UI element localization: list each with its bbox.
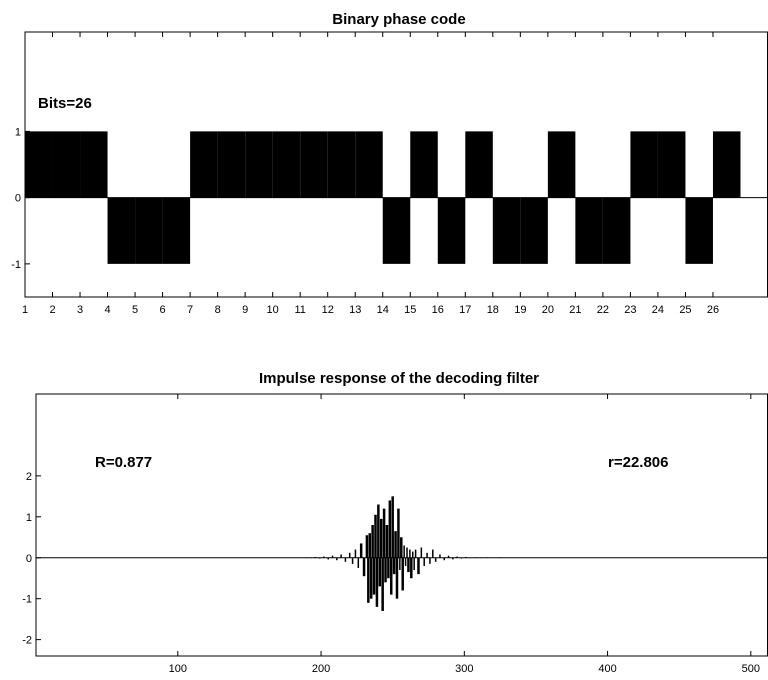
x-tick-label: 10 <box>267 304 279 316</box>
bit-bar <box>630 131 658 197</box>
bit-bar <box>53 131 81 197</box>
y-tick-label: -1 <box>22 594 32 606</box>
x-tick-label: 21 <box>569 304 581 316</box>
x-tick-label: 16 <box>432 304 444 316</box>
x-tick-label: 4 <box>104 304 110 316</box>
x-tick-label: 12 <box>322 304 334 316</box>
x-tick-label: 18 <box>487 304 499 316</box>
bit-bar <box>410 131 438 197</box>
x-tick-label: 15 <box>404 304 416 316</box>
bit-bar <box>135 198 163 264</box>
bit-bar <box>603 198 631 264</box>
bit-bar <box>548 131 576 197</box>
bit-bar <box>80 131 108 197</box>
bit-bar <box>438 198 466 264</box>
bit-bar <box>383 198 411 264</box>
x-tick-label: 300 <box>455 663 473 675</box>
bit-bar <box>163 198 191 264</box>
x-axis-ticks: 100 200 300 400 500 <box>169 394 760 675</box>
y-tick-label: 1 <box>15 126 21 138</box>
bit-bar <box>520 198 548 264</box>
x-tick-label: 14 <box>377 304 389 316</box>
y-tick-label: 2 <box>26 471 32 483</box>
x-tick-label: 400 <box>598 663 616 675</box>
bit-bar <box>465 131 493 197</box>
y-tick-label: 1 <box>26 512 32 524</box>
x-tick-label: 8 <box>215 304 221 316</box>
x-tick-label: 5 <box>132 304 138 316</box>
x-tick-label: 20 <box>542 304 554 316</box>
x-tick-label: 200 <box>312 663 330 675</box>
bit-bar <box>190 131 218 197</box>
x-tick-label: 26 <box>707 304 719 316</box>
x-tick-label: 1 <box>22 304 28 316</box>
binary-phase-code-chart: Binary phase code 1 2 3 4 5 6 7 8 9 10 11 12 13 14 15 1… <box>11 11 768 316</box>
y-tick-label: -1 <box>11 259 21 271</box>
impulse-response-series <box>307 496 508 611</box>
bit-bar <box>685 198 713 264</box>
bit-bar <box>328 131 356 197</box>
y-axis-ticks: -2 -1 0 1 2 <box>22 471 41 647</box>
x-tick-label: 24 <box>652 304 664 316</box>
x-tick-label: 25 <box>679 304 691 316</box>
x-tick-label: 2 <box>49 304 55 316</box>
x-tick-label: 100 <box>169 663 187 675</box>
x-tick-label: 22 <box>597 304 609 316</box>
plot-frame <box>36 394 768 656</box>
y-tick-label: 0 <box>26 553 32 565</box>
x-tick-label: 9 <box>242 304 248 316</box>
bit-bar <box>713 131 741 197</box>
chart-title: Binary phase code <box>332 11 465 28</box>
r-annotation: r=22.806 <box>608 454 668 471</box>
x-tick-label: 13 <box>349 304 361 316</box>
ratio-annotation: R=0.877 <box>95 454 152 471</box>
x-tick-label: 500 <box>742 663 760 675</box>
bit-bar <box>25 131 53 197</box>
bits-annotation: Bits=26 <box>38 95 92 112</box>
y-tick-label: 0 <box>15 193 21 205</box>
x-tick-label: 23 <box>624 304 636 316</box>
bit-bar <box>355 131 383 197</box>
chart-title: Impulse response of the decoding filter <box>259 370 539 387</box>
bit-bar <box>245 131 273 197</box>
impulse-response-chart: Impulse response of the decoding filter … <box>22 370 768 675</box>
bit-bar <box>108 198 136 264</box>
bit-bar <box>300 131 328 197</box>
x-tick-label: 19 <box>514 304 526 316</box>
x-tick-label: 3 <box>77 304 83 316</box>
bit-bar <box>273 131 301 197</box>
bit-bar <box>218 131 246 197</box>
bit-bar <box>575 198 603 264</box>
bit-bar <box>493 198 521 264</box>
x-tick-label: 17 <box>459 304 471 316</box>
x-tick-label: 7 <box>187 304 193 316</box>
x-tick-label: 11 <box>294 304 305 316</box>
x-tick-label: 6 <box>160 304 166 316</box>
bit-bar <box>658 131 686 197</box>
y-tick-label: -2 <box>22 635 32 647</box>
